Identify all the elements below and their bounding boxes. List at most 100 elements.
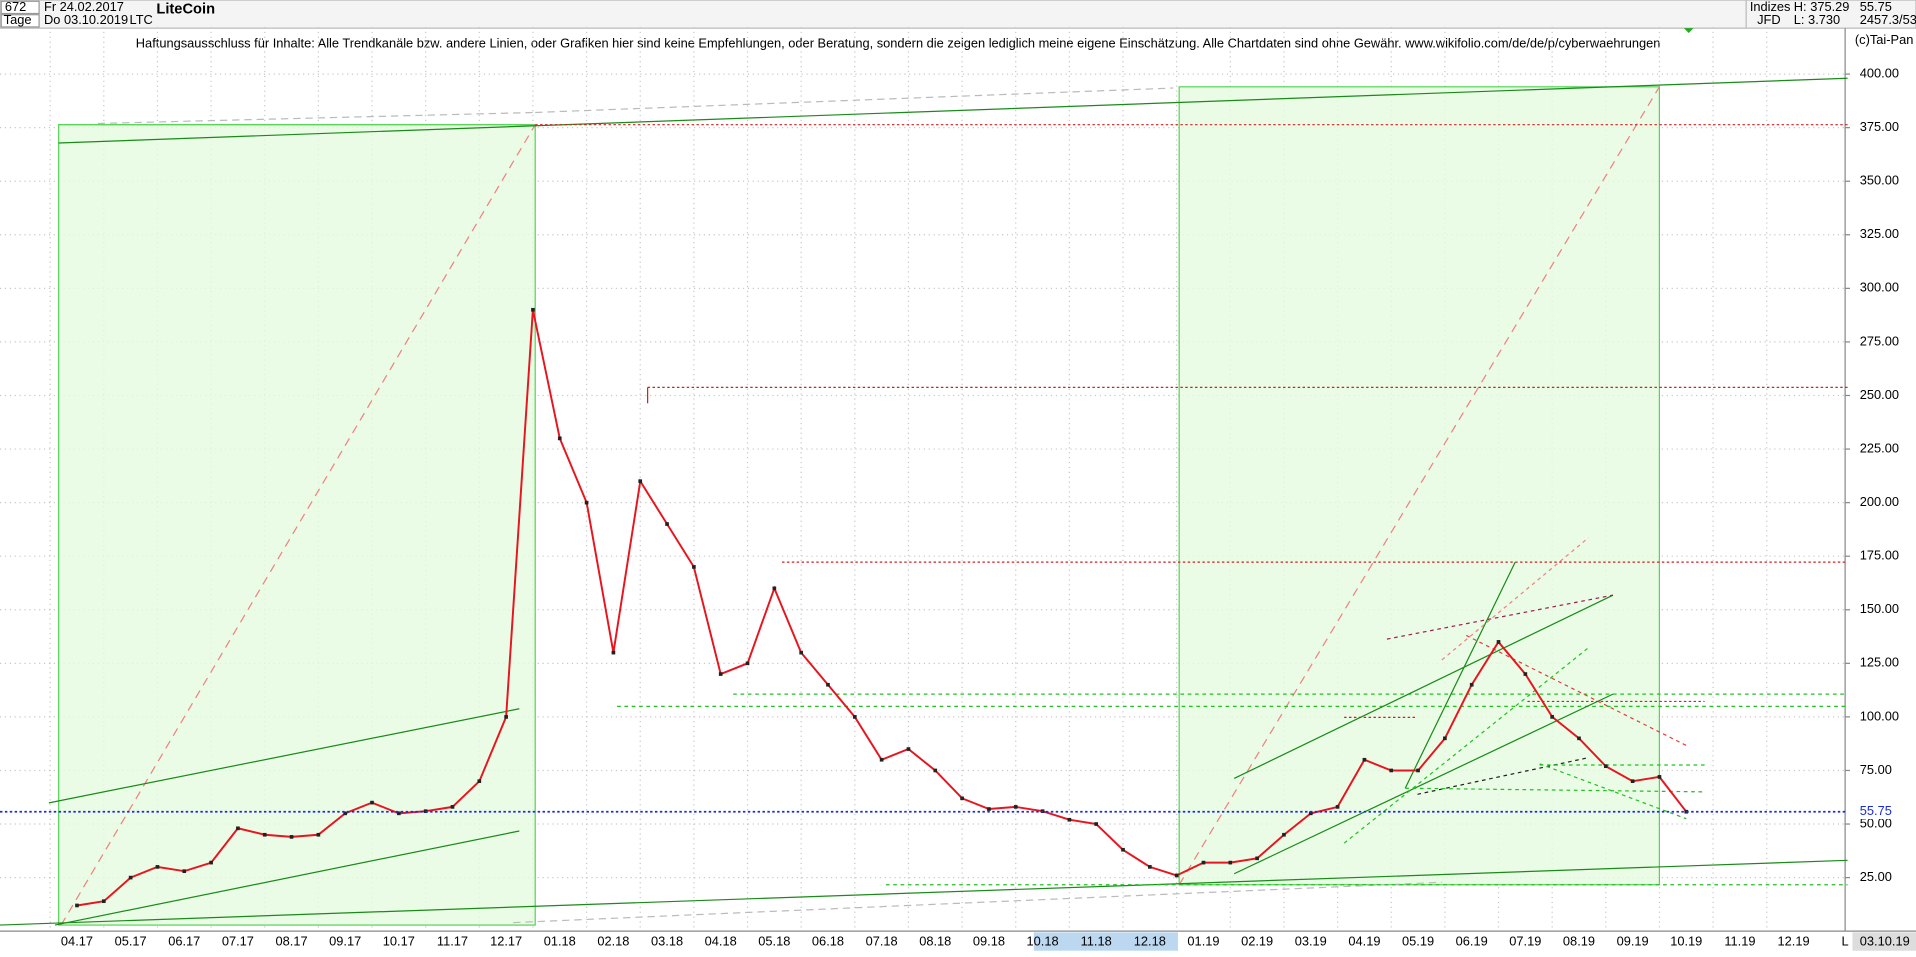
y-tick-label: 300.00 [1860,280,1899,295]
high: H: 375.29 [1794,0,1850,14]
price-point [1523,672,1528,676]
info: 2457.3/53 [1860,12,1916,27]
price-point [1389,768,1394,773]
price-point [852,715,857,719]
range-box [1178,86,1661,886]
low: L: 3.730 [1794,12,1840,27]
price-point [316,832,321,837]
price-point [531,307,535,312]
price-point [1255,856,1259,861]
trend-line [1441,537,1589,661]
x-tick-label: 07.19 [1509,934,1541,949]
price-point [665,522,669,526]
price-point [1094,822,1099,826]
trend-line [1386,594,1614,640]
x-tick-label: 12.18 [1134,934,1166,949]
dashed-line [535,87,1174,114]
x-tick-label: 12.19 [1778,934,1810,949]
x-tick-label: 02.19 [1241,934,1273,949]
diagonal [60,124,536,926]
drawings [0,77,1848,926]
price-point [1308,811,1313,816]
x-tick-label: 07.17 [222,934,254,949]
y-tick-label: 125.00 [1860,655,1899,670]
x-tick-label: 09.19 [1617,934,1649,949]
trend-line [0,859,1848,926]
price-point [745,661,750,666]
price-point [1228,860,1233,865]
x-tick-label: 06.18 [812,934,844,949]
trend-line [1233,594,1614,779]
trend-line [58,77,1848,144]
x-tick-label: 07.18 [866,934,898,949]
x-tick-label: 10.17 [383,934,415,949]
price-point [692,565,696,569]
price-point [477,779,482,784]
price-point [1443,736,1447,741]
disclaimer: Haftungsausschluss für Inhalte: Alle Tre… [136,35,1661,50]
price-point [1201,860,1206,865]
x-tick-label: 03.19 [1295,934,1327,949]
y-tick-label: 350.00 [1860,173,1899,188]
price-point [289,835,294,839]
price-point [879,757,884,762]
x-tick-label: 02.18 [597,934,629,949]
price-point [1335,805,1340,809]
price-point [799,650,803,655]
copyright: (c)Tai-Pan [1855,32,1913,47]
broker: JFD [1757,12,1781,27]
x-tick-label: 04.18 [705,934,737,949]
period-box[interactable] [0,14,40,28]
y-tick-label: 325.00 [1860,226,1899,241]
x-tick-label: 08.17 [275,934,307,949]
y-tick-label: 75.00 [1860,762,1892,777]
price-point [1469,682,1474,687]
x-tick-label: 08.18 [919,934,951,949]
price-point [718,672,723,676]
bars-box[interactable] [0,0,40,15]
cursor-date: 03.10.19 [1860,934,1910,949]
dashed-line [513,881,1442,924]
price-point [1577,736,1581,741]
y-tick-label: 150.00 [1860,601,1899,616]
y-tick-label: 400.00 [1860,65,1899,80]
y-tick-label: 200.00 [1860,494,1899,509]
x-tick-label: 03.18 [651,934,683,949]
last-price-box [1847,804,1897,820]
last-price: 55.75 [1860,0,1892,14]
price-point [611,650,616,655]
x-tick-label: 11.18 [1081,934,1112,949]
x-tick-label: 04.17 [61,934,93,949]
price-point [906,747,911,751]
price-point [1416,768,1420,773]
support-line [1405,787,1705,793]
scale-mode[interactable]: L [1841,934,1848,949]
price-point [397,811,401,816]
price-point [155,865,160,869]
price-point [262,832,267,837]
y-tick-label: 375.00 [1860,119,1899,134]
last-price-label: 55.75 [1860,803,1892,818]
price-point [1121,847,1125,852]
trend-line [1404,561,1516,789]
price-point [557,436,562,441]
y-tick-label: 225.00 [1860,440,1899,455]
bars-count: 672 [5,0,26,14]
price-point [450,805,455,809]
x-tick-label: 06.17 [168,934,200,949]
symbol: LTC [130,12,153,27]
trend-line [54,830,520,926]
start-date: Fr 24.02.2017 [44,0,124,14]
price-point [504,715,508,719]
x-tick-label: 09.17 [329,934,361,949]
x-tick-label: 05.19 [1402,934,1434,949]
price-point [209,860,213,865]
x-tick-label: 12.17 [490,934,522,949]
market: Indizes [1750,0,1791,14]
instrument-name: LiteCoin [156,2,215,18]
trend-line [48,708,520,804]
y-tick-label: 175.00 [1860,548,1899,563]
y-tick-label: 100.00 [1860,708,1899,723]
